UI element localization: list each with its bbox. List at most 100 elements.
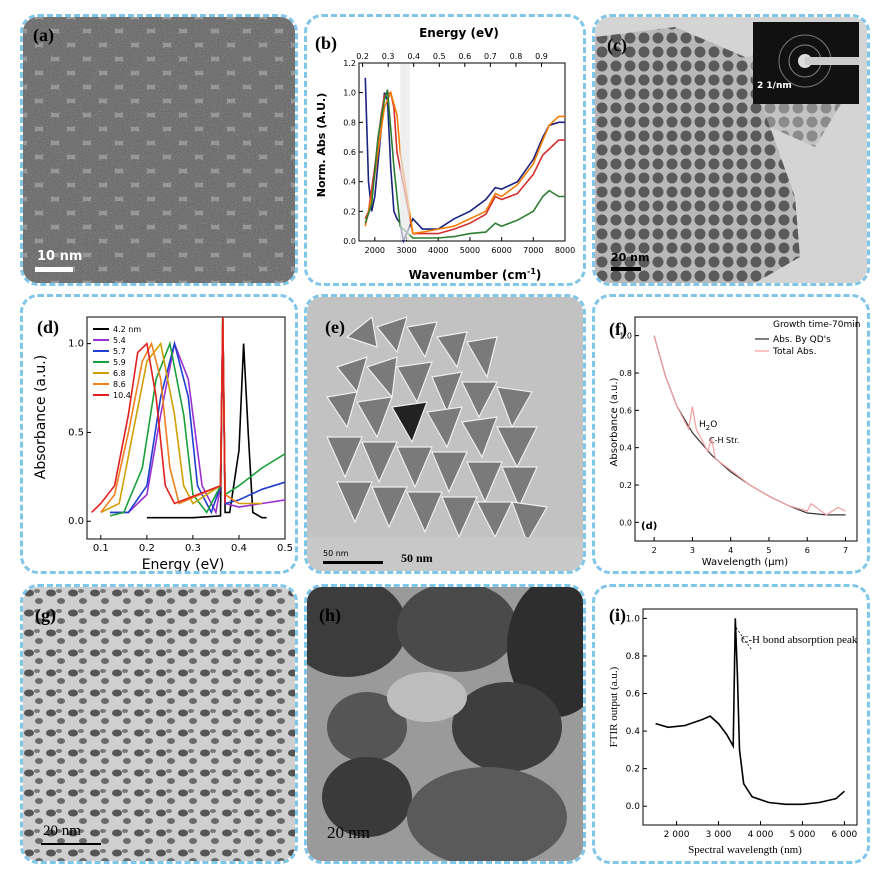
x-tick-label: 0.4 [231,543,247,554]
panel-d: (d) Absorbance (a.u.) Energy (eV) 0.1 0.2… [20,294,298,574]
x-tick-label: 5 [766,546,771,555]
scale-bar-c [611,267,641,271]
x-tick-label: 2 000 [664,830,690,840]
annotation-pointer-i [735,627,753,651]
series-line-1 [110,316,286,515]
x-tick-label: 7000 [523,246,543,255]
y-tick-label: 1.0 [343,89,356,98]
panel-label-c: (c) [607,35,627,55]
x-tick-label: 3 000 [706,830,732,840]
x-tick-label: 4000 [428,246,448,255]
top-tick-label: 0.2 [356,52,369,61]
x-tick-label: 5000 [460,246,480,255]
plot-frame [642,608,858,826]
legend-text-d-3: 5.9 [113,358,126,367]
tem-image-e [307,297,583,571]
series-line-0 [655,618,845,806]
chart-f: Absorbance (a.u.) Wavelength (μm) Growth… [609,316,860,568]
series-line-1 [653,335,846,516]
top-tick-label: 0.8 [510,52,523,61]
panel-label-f: (f) [609,319,627,339]
series-line-0 [146,316,267,519]
y-tick-label: 1.0 [619,332,632,341]
plot-frame [86,316,286,540]
tem-image-h [307,587,583,861]
legend-text-f-0: Abs. By QD's [773,335,831,345]
x-tick-label: 5 000 [790,830,816,840]
panel-g: (g) 20 nm [20,584,298,864]
panel-label-d: (d) [37,317,59,337]
panel-i: (i) FTIR output (a.u.) Spectral waveleng… [592,584,870,864]
series-line-2 [110,316,286,515]
y-tick-label: 0.2 [626,765,640,775]
y-tick-label: 0.0 [619,518,632,527]
y-tick-label: 0.0 [626,802,641,812]
xlabel-d: Energy (eV) [142,557,225,571]
chart-b: Energy (eV) Norm. Abs (A.U.) Wavenumber … [315,26,575,282]
top-tick-label: 0.7 [484,52,497,61]
x-tick-label: 3 [690,546,695,555]
scale-text-e: 50 nm [401,551,433,565]
x-tick-label: 8000 [555,246,575,255]
legend-text-f-1: Total Abs. [772,347,816,357]
scale-bar-a [35,267,73,272]
x-tick-label: 4 [728,546,733,555]
y-tick-label: 0.8 [343,118,356,127]
top-tick-label: 0.4 [407,52,420,61]
y-tick-label: 1.0 [68,339,84,350]
top-tick-label: 0.9 [535,52,548,61]
panel-f: (f) Absorbance (a.u.) Wavelength (μm) Gr… [592,294,870,574]
chart-i: FTIR output (a.u.) Spectral wavelength (… [608,608,858,856]
plot-frame [634,316,858,542]
ylabel-f: Absorbance (a.u.) [609,377,620,466]
y-tick-label: 0.6 [619,406,632,415]
y-tick-label: 0.0 [343,237,356,246]
scale-text-g: 20 nm [43,823,81,839]
y-tick-label: 0.4 [626,727,641,737]
legend-text-d-1: 5.4 [113,336,126,345]
triangles-e [325,315,548,544]
gap-band [400,64,410,240]
x-tick-label: 0.2 [139,543,155,554]
ylabel-d: Absorbance (a.u.) [33,355,49,479]
ann-h2o-f: H2O [699,420,717,432]
y-tick-label: 0.2 [343,207,356,216]
series-line-1 [364,91,565,235]
series-line-3 [109,316,286,517]
panel-label-i: (i) [609,605,626,625]
x-tick-label: 2000 [365,246,385,255]
tem-image-a [23,17,295,283]
panel-label-e: (e) [325,317,345,337]
series-line-0 [653,335,846,516]
panel-h: (h) 20 nm [304,584,586,864]
x-tick-label: 3000 [396,246,416,255]
x-tick-label: 7 [843,546,848,555]
y-tick-label: 0.4 [619,444,632,453]
panel-label-h: (h) [319,605,341,625]
y-tick-label: 0.6 [626,690,641,700]
scale-bar-g [41,843,101,845]
y-tick-label: 0.5 [68,427,84,438]
ylabel-b: Norm. Abs (A.U.) [315,93,328,197]
y-tick-label: 1.2 [343,59,356,68]
y-tick-label: 0.8 [626,652,641,662]
y-tick-label: 0.0 [68,516,84,527]
chart-d: Absorbance (a.u.) Energy (eV) 0.1 0.2 0.3 0… [33,316,293,571]
legend-text-d-5: 8.6 [113,380,126,389]
xlabel-i: Spectral wavelength (nm) [688,844,802,856]
legend-text-d-4: 6.8 [113,369,126,378]
tem-image-g [23,587,295,861]
top-axis-title-b: Energy (eV) [419,26,499,40]
x-tick-label: 6 000 [832,830,858,840]
legend-text-d-2: 5.7 [113,347,126,356]
series-line-2 [364,90,565,235]
panel-label-g: (g) [35,605,56,625]
panel-label-b: (b) [315,33,337,53]
legend-title-f: Growth time-70min [773,320,860,330]
legend-text-d-0: 4.2 nm [113,325,141,334]
scale-text-c: 20 nm [611,251,650,264]
panel-a: (a) 10 nm [20,14,298,286]
legend-text-d-6: 10.4 [113,391,131,400]
x-tick-label: 0.3 [185,543,201,554]
y-tick-label: 0.4 [343,178,356,187]
